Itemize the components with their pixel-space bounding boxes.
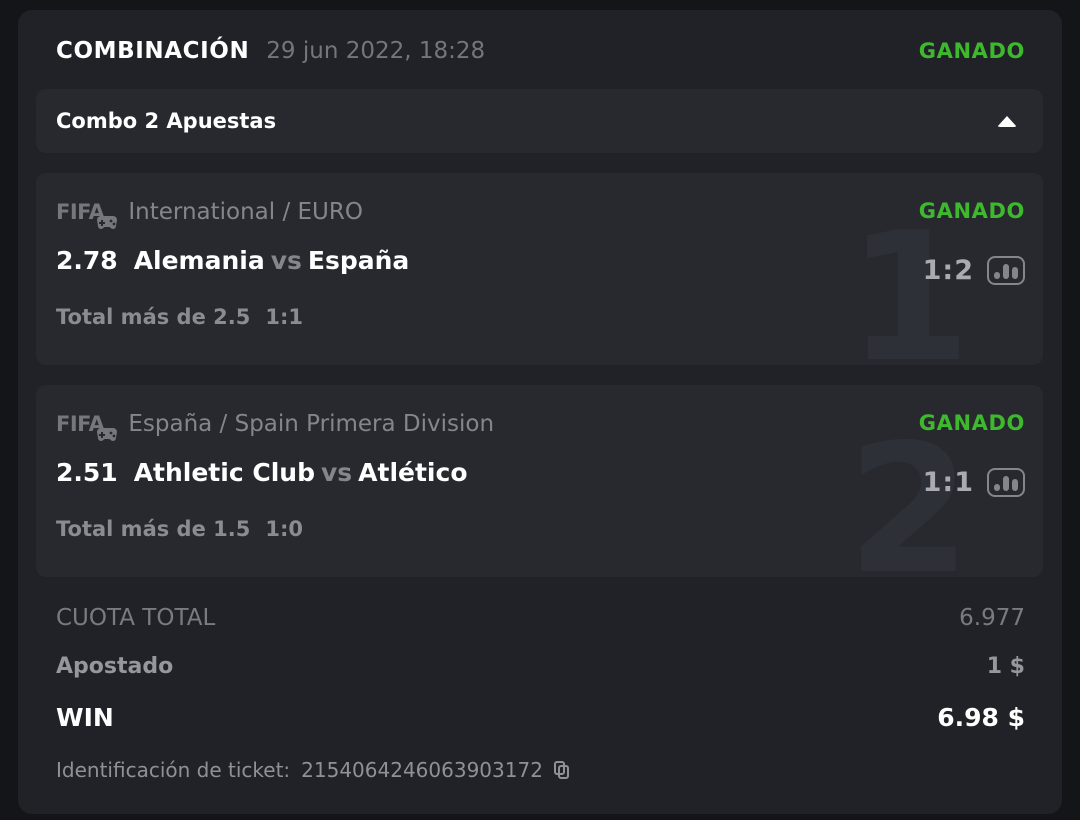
league-name: International / EURO xyxy=(128,199,363,225)
win-row: WIN 6.98 $ xyxy=(18,703,1062,732)
bet-card-2: FIFA España / Spain Primera Division 2.5… xyxy=(36,385,1043,577)
win-label: WIN xyxy=(56,703,114,732)
ticket-date: 29 jun 2022, 18:28 xyxy=(266,38,486,64)
away-team: España xyxy=(307,246,410,275)
league-row: FIFA España / Spain Primera Division xyxy=(56,411,1025,441)
ticket-id-value: 2154064246063903172 xyxy=(301,758,543,782)
market-row: Total más de 2.5 1:1 xyxy=(56,305,1025,329)
statistics-icon[interactable] xyxy=(987,256,1025,285)
bet-index-watermark: 2 xyxy=(847,406,971,578)
ticket-id-label: Identificación de ticket: xyxy=(56,758,291,782)
bet-ticket-card: COMBINACIÓN 29 jun 2022, 18:28 GANADO Co… xyxy=(18,10,1062,814)
home-team: Alemania xyxy=(133,246,265,275)
market-score: 1:1 xyxy=(265,305,303,329)
market-score: 1:0 xyxy=(265,517,303,541)
stake-value: 1 $ xyxy=(986,654,1025,679)
ticket-status-badge: GANADO xyxy=(918,39,1025,63)
total-odds-label: CUOTA TOTAL xyxy=(56,605,216,631)
market-name: Total más de 1.5 xyxy=(56,517,251,541)
league-row: FIFA International / EURO xyxy=(56,199,1025,229)
market-row: Total más de 1.5 1:0 xyxy=(56,517,1025,541)
fifa-esports-icon: FIFA xyxy=(56,201,118,229)
vs-label: vs xyxy=(270,246,302,275)
combo-collapse-bar[interactable]: Combo 2 Apuestas xyxy=(36,89,1043,153)
bet-status-badge: GANADO xyxy=(918,411,1025,435)
ticket-type-title: COMBINACIÓN xyxy=(56,38,250,64)
final-score: 1:1 xyxy=(922,467,974,498)
vs-label: vs xyxy=(320,458,353,487)
odds-value: 2.78 xyxy=(56,246,118,275)
ticket-header: COMBINACIÓN 29 jun 2022, 18:28 GANADO xyxy=(18,10,1062,64)
home-team: Athletic Club xyxy=(133,458,315,487)
bet-index-watermark: 1 xyxy=(847,194,971,366)
league-name: España / Spain Primera Division xyxy=(128,411,495,437)
collapse-arrow-icon[interactable] xyxy=(997,115,1017,127)
score-wrap: 1:2 xyxy=(923,255,1025,286)
ticket-id-row: Identificación de ticket: 21540642460639… xyxy=(18,758,1062,782)
stake-row: Apostado 1 $ xyxy=(18,654,1062,679)
match-row: 2.51 Athletic Club vs Atlético xyxy=(56,458,1025,487)
bet-card-1: FIFA International / EURO 2.78 Alemania vs… xyxy=(36,173,1043,365)
bet-status-badge: GANADO xyxy=(918,199,1025,223)
match-row: 2.78 Alemania vs España xyxy=(56,246,1025,275)
score-wrap: 1:1 xyxy=(923,467,1025,498)
odds-value: 2.51 xyxy=(56,458,118,487)
total-odds-value: 6.977 xyxy=(959,605,1025,631)
fifa-esports-icon: FIFA xyxy=(56,413,118,441)
combo-label: Combo 2 Apuestas xyxy=(56,109,277,133)
away-team: Atlético xyxy=(358,458,468,487)
stake-label: Apostado xyxy=(56,654,174,679)
gamepad-icon xyxy=(97,427,118,441)
final-score: 1:2 xyxy=(922,255,974,286)
market-name: Total más de 2.5 xyxy=(56,305,251,329)
statistics-icon[interactable] xyxy=(987,468,1025,497)
win-value: 6.98 $ xyxy=(937,703,1025,732)
gamepad-icon xyxy=(97,215,118,229)
total-odds-row: CUOTA TOTAL 6.977 xyxy=(18,605,1062,631)
copy-icon[interactable] xyxy=(553,760,570,780)
